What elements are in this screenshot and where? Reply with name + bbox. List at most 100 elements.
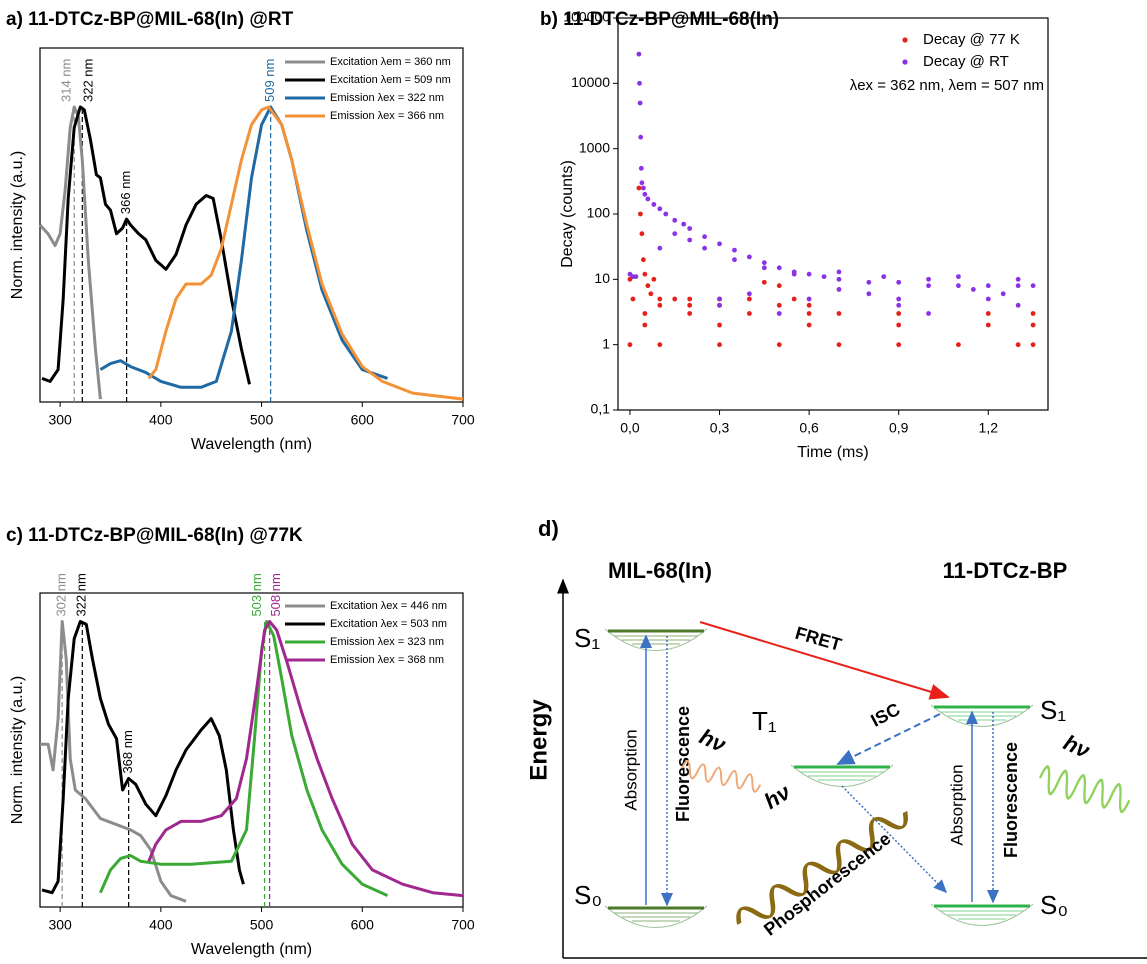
x-tick-label: 600: [351, 917, 375, 933]
isc-arrow: [836, 713, 941, 765]
point: [746, 291, 752, 297]
left-s1-level: [605, 629, 707, 651]
legend-label: Excitation λem = 509 nm: [330, 74, 451, 86]
point: [639, 231, 645, 237]
point: [1015, 302, 1021, 308]
point: [746, 254, 752, 260]
point: [956, 342, 961, 348]
energy-diagram: d) MIL-68(In) 11-DTCz-BP Energy S₁ S₀ T₁…: [525, 516, 1147, 959]
x-axis-label: Time (ms): [797, 444, 868, 461]
x-tick-label: 500: [250, 412, 274, 428]
point: [896, 302, 902, 308]
point: [717, 322, 722, 328]
point: [702, 234, 707, 240]
point: [836, 269, 842, 275]
y-axis-label: Norm. intensity (a.u.): [9, 676, 26, 824]
point: [866, 291, 872, 297]
point: [761, 260, 767, 266]
point: [746, 296, 752, 302]
point: [657, 296, 663, 302]
point: [746, 311, 752, 316]
phosphorescence-wave: [733, 803, 911, 933]
x-tick-label: 0,0: [620, 420, 640, 436]
annotation: 322 nm: [81, 59, 96, 102]
point: [672, 296, 678, 302]
annotation: 314 nm: [59, 59, 74, 102]
point: [642, 322, 648, 328]
x-axis-label: Wavelength (nm): [191, 941, 312, 958]
line-series: [41, 105, 251, 385]
line-series: [40, 620, 187, 903]
point: [657, 342, 663, 348]
point: [627, 342, 633, 348]
y-tick-label: 10000: [571, 74, 610, 90]
point: [776, 311, 782, 316]
point: [956, 274, 961, 280]
x-tick-label: 0,6: [799, 420, 819, 436]
point: [1015, 342, 1021, 348]
state-label: S₁: [1040, 695, 1066, 725]
point: [881, 274, 887, 280]
point: [687, 237, 693, 243]
fret-arrow: [699, 621, 950, 700]
left-s0-level: [605, 906, 707, 928]
point: [637, 80, 642, 86]
x-axis-label: Wavelength (nm): [191, 436, 312, 453]
phosphorescence-label: Phosphorescence: [760, 828, 895, 939]
point: [806, 322, 812, 328]
point: [672, 231, 678, 237]
point: [642, 271, 648, 277]
point: [776, 265, 782, 271]
legend-swatch: [902, 37, 908, 43]
line-series: [41, 620, 245, 895]
point: [956, 283, 961, 289]
annotation: 302 nm: [54, 573, 69, 616]
y-tick-label: 100000: [563, 9, 610, 25]
t1-level: [791, 765, 893, 787]
point: [896, 322, 902, 328]
point: [640, 185, 646, 191]
point: [636, 185, 642, 191]
point: [896, 342, 902, 348]
x-tick-label: 300: [48, 412, 72, 428]
point: [687, 311, 693, 316]
legend-label: Emission λex = 368 nm: [330, 654, 444, 666]
point: [687, 296, 693, 302]
annotation: 509 nm: [262, 59, 277, 102]
point: [836, 276, 842, 282]
chart-title: b) 11-DTCz-BP@MIL-68(In): [540, 9, 779, 30]
point: [687, 302, 693, 308]
point: [791, 271, 797, 277]
x-tick-label: 500: [250, 917, 274, 933]
line-series: [99, 620, 389, 897]
point: [836, 287, 842, 292]
legend-label: Decay @ RT: [923, 53, 1009, 70]
hv-label: hν: [760, 779, 796, 814]
point: [651, 202, 657, 207]
point: [970, 287, 976, 292]
right-title: 11-DTCz-BP: [943, 558, 1068, 583]
point: [985, 283, 991, 289]
annotation: 508 nm: [268, 573, 283, 616]
point: [1015, 276, 1021, 282]
x-tick-label: 600: [351, 412, 375, 428]
annotation: 368 nm: [120, 730, 135, 773]
chart-title: c) 11-DTCz-BP@MIL-68(In) @77K: [6, 525, 303, 546]
point: [642, 191, 648, 197]
absorption-label: Absorption: [621, 729, 640, 810]
legend-label: Excitation λex = 446 nm: [330, 600, 447, 612]
y-axis-label: Norm. intensity (a.u.): [9, 151, 26, 299]
legend-label: Decay @ 77 K: [923, 31, 1020, 48]
annotation: 322 nm: [74, 573, 89, 616]
line-series: [147, 620, 464, 898]
energy-label: Energy: [525, 699, 552, 781]
note: λex = 362 nm, λem = 507 nm: [850, 77, 1044, 94]
chart-title: a) 11-DTCz-BP@MIL-68(In) @RT: [6, 9, 294, 30]
point: [640, 257, 646, 263]
point: [896, 296, 902, 302]
point: [687, 226, 693, 231]
point: [648, 291, 654, 297]
point: [1030, 342, 1036, 348]
point: [791, 296, 797, 302]
